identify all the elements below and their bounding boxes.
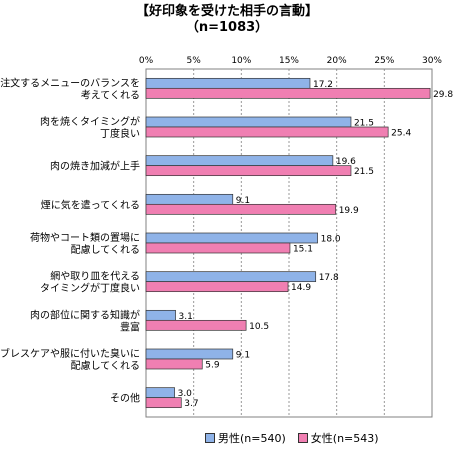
data-label: 19.6 <box>336 157 356 167</box>
category-label: 煙に気を遣ってくれる <box>41 198 140 211</box>
data-label: 19.9 <box>339 206 359 216</box>
category-label: 配慮してくれる <box>71 243 140 256</box>
bar-female <box>145 126 389 138</box>
category-label: 網や取り皿を代える <box>50 270 140 283</box>
bar-female <box>145 397 182 409</box>
chart-title-line1: 【好印象を受けた相手の言動】 <box>135 4 318 19</box>
x-tick-label: 10% <box>231 56 251 66</box>
x-tick-label: 15% <box>279 56 299 66</box>
bar-male <box>145 271 317 283</box>
legend-swatch-female <box>297 433 308 443</box>
category-label: 肉を焼くタイミングが <box>40 115 140 128</box>
legend-swatch-male <box>205 433 215 443</box>
bar-male <box>145 116 352 128</box>
data-label: 21.5 <box>354 119 374 129</box>
x-tick-label: 5% <box>187 56 202 66</box>
category-label: 注文するメニューのバランスを <box>0 76 140 89</box>
bar-female <box>145 319 247 331</box>
bar-female <box>145 242 291 254</box>
bar-male <box>145 348 234 360</box>
bar-male <box>145 155 334 167</box>
bar-male <box>145 232 318 244</box>
category-label: その他 <box>110 392 140 405</box>
legend: 男性(n=540) 女性(n=543) <box>205 430 387 446</box>
bar-male <box>145 387 175 399</box>
data-label: 15.1 <box>293 245 313 255</box>
data-label: 9.1 <box>236 196 250 206</box>
category-label: 荷物やコート類の置場に <box>30 231 140 244</box>
data-label: 3.1 <box>179 312 193 322</box>
legend-label-female: 女性(n=543) <box>310 432 379 445</box>
category-label: ブレスケアや服に付いた臭いに <box>0 347 140 360</box>
legend-item-female: 女性(n=543) <box>297 430 379 446</box>
category-label: 配慮してくれる <box>71 359 140 372</box>
x-tick-label: 25% <box>374 56 394 66</box>
chart-title-line2: （n=1083） <box>185 20 269 35</box>
bar-female <box>145 203 337 215</box>
category-label: 豊富 <box>120 320 140 333</box>
data-label: 17.2 <box>313 80 333 90</box>
bar-female <box>145 281 289 293</box>
data-label: 29.8 <box>433 90 453 100</box>
legend-label-male: 男性(n=540) <box>218 432 286 445</box>
category-label: タイミングが丁度良い <box>40 282 140 295</box>
category-label: 考えてくれる <box>81 89 140 101</box>
data-label: 3.0 <box>178 389 193 399</box>
category-label: 肉の焼き加減が上手 <box>50 160 140 173</box>
bar-male <box>145 309 176 321</box>
legend-item-male: 男性(n=540) <box>205 430 286 446</box>
x-tick-label: 20% <box>327 56 347 66</box>
category-label: 丁度良い <box>100 127 140 140</box>
data-label: 14.9 <box>291 283 311 293</box>
bar-female <box>145 87 431 99</box>
data-label: 21.5 <box>354 167 374 177</box>
data-label: 18.0 <box>321 235 341 245</box>
data-label: 3.7 <box>184 399 198 409</box>
data-label: 25.4 <box>391 129 411 139</box>
x-tick-label: 30% <box>422 56 442 66</box>
data-label: 5.9 <box>205 361 220 371</box>
bar-male <box>145 77 311 89</box>
x-tick-label: 0% <box>139 56 154 66</box>
bar-female <box>145 165 352 177</box>
category-label: 肉の部位に関する知識が <box>30 308 140 321</box>
data-label: 17.8 <box>319 273 339 283</box>
bar-male <box>145 193 234 205</box>
data-label: 9.1 <box>236 351 250 361</box>
bar-female <box>145 358 203 370</box>
data-label: 10.5 <box>249 322 269 332</box>
